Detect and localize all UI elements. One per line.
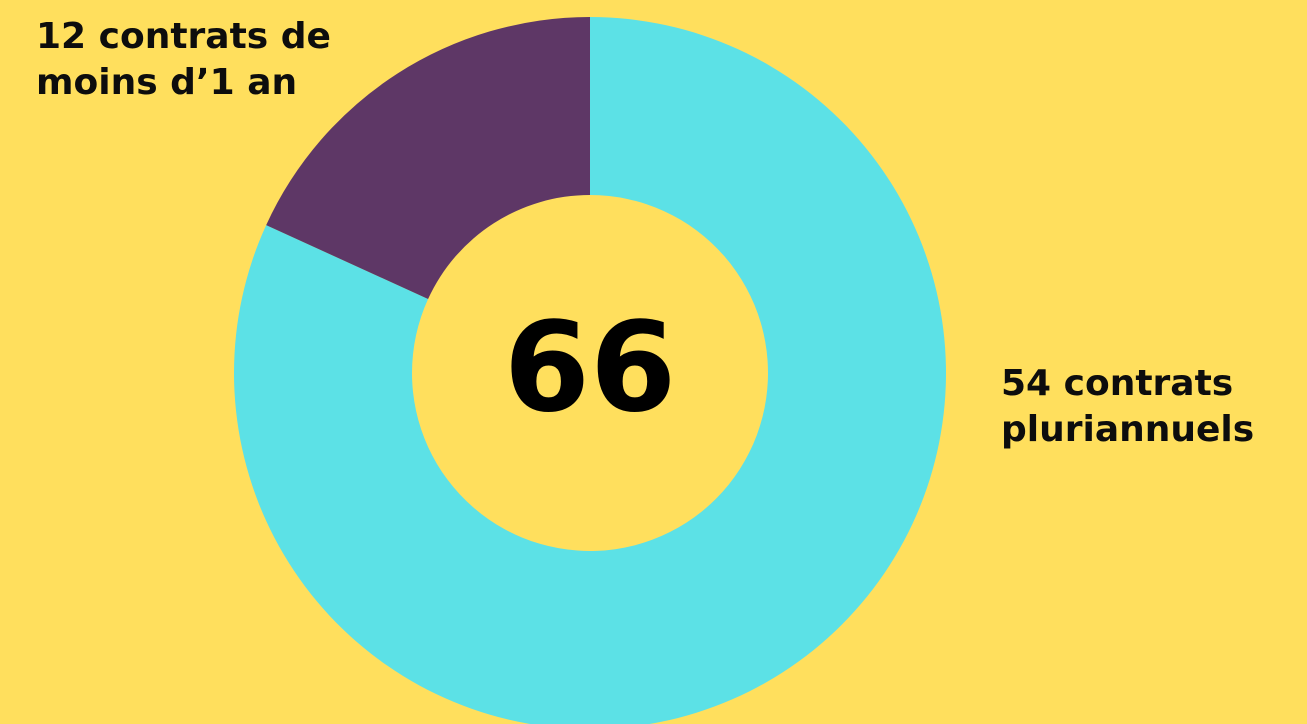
multi-year-contracts-label: 54 contrats pluriannuels [1001,361,1254,453]
multi-year-contracts-label-line-2: pluriannuels [1001,409,1255,450]
short-term-contracts-label-line-2: moins d’1 an [36,62,298,103]
total-contracts-value: 66 [503,296,677,440]
short-term-contracts-label: 12 contrats de moins d’1 an [36,14,331,106]
slice-short-term-contracts [266,17,590,300]
multi-year-contracts-label-line-1: 54 contrats [1001,363,1234,404]
donut-slices [234,17,946,724]
slice-multi-year-contracts [234,17,946,724]
short-term-contracts-label-line-1: 12 contrats de [36,16,331,57]
